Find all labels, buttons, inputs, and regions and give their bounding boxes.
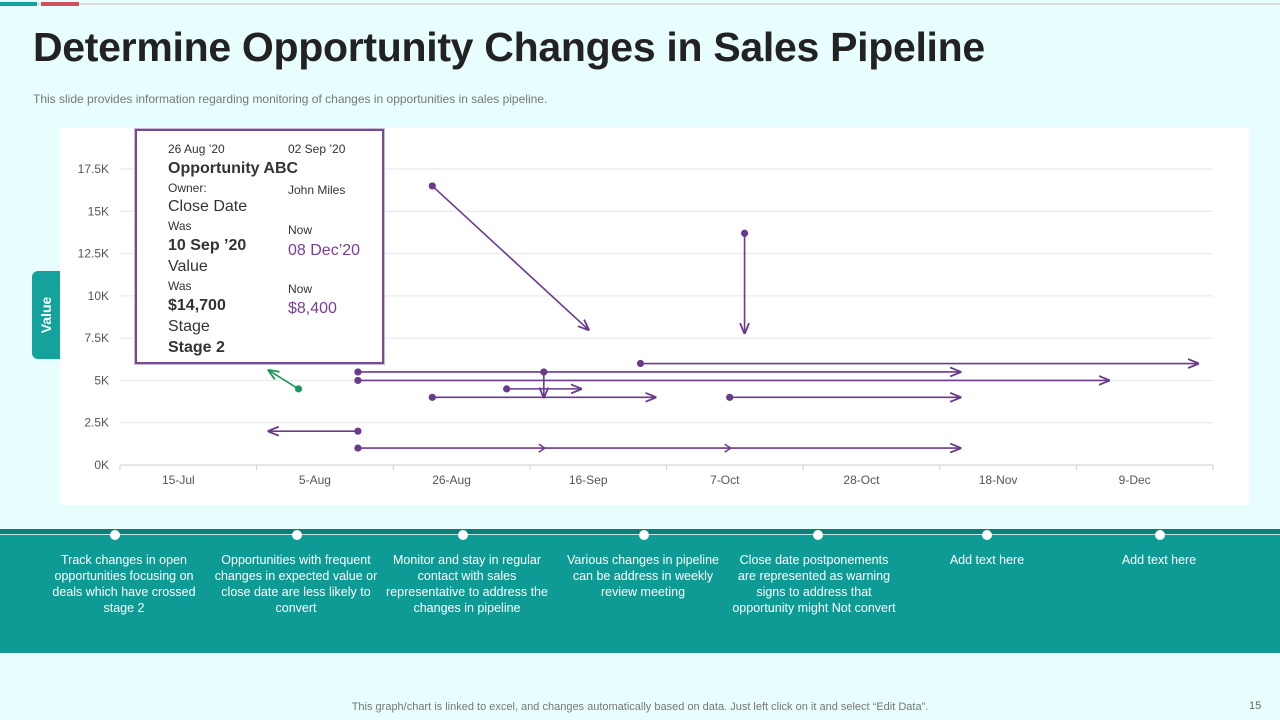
callout-value-was: $14,700 bbox=[168, 297, 226, 314]
callout-now-label-2: Now bbox=[288, 282, 313, 296]
opportunity-point bbox=[294, 385, 303, 393]
y-tick-label: 5K bbox=[94, 373, 109, 387]
x-tick-label: 18-Nov bbox=[979, 473, 1018, 487]
x-tick-label: 7-Oct bbox=[710, 473, 740, 487]
callout-was-label-2: Was bbox=[168, 279, 192, 293]
opportunity-point bbox=[503, 385, 511, 393]
opportunity-arrow bbox=[431, 185, 588, 330]
footer-note: This graph/chart is linked to excel, and… bbox=[351, 701, 929, 713]
y-tick-label: 0K bbox=[94, 458, 109, 472]
y-tick-label: 7.5K bbox=[84, 331, 109, 345]
opportunity-point bbox=[428, 182, 436, 190]
note-text: Close date postponements are represented… bbox=[732, 553, 896, 615]
y-tick-label: 17.5K bbox=[78, 162, 109, 176]
x-tick-label: 16-Sep bbox=[569, 473, 608, 487]
callout-now-label: Now bbox=[288, 223, 313, 237]
page-subtitle: This slide provides information regardin… bbox=[33, 92, 548, 106]
callout-opportunity-name: Opportunity ABC bbox=[168, 160, 299, 177]
timeline-dot bbox=[1155, 530, 1165, 540]
opportunity-arrow bbox=[269, 370, 299, 390]
callout-value-label: Value bbox=[168, 258, 208, 275]
opportunity-point bbox=[428, 393, 436, 401]
x-tick-label: 15-Jul bbox=[162, 473, 195, 487]
opportunity-point bbox=[740, 229, 749, 237]
callout-owner-value: John Miles bbox=[288, 183, 346, 197]
opportunity-point bbox=[354, 368, 362, 376]
accent-bar-red bbox=[41, 2, 79, 6]
opportunity-point bbox=[354, 427, 362, 435]
opportunity-point bbox=[354, 444, 362, 452]
callout-close-date-label: Close Date bbox=[168, 198, 248, 215]
x-tick-label: 26-Aug bbox=[432, 473, 471, 487]
callout-owner-label: Owner: bbox=[168, 181, 207, 195]
page-title: Determine Opportunity Changes in Sales P… bbox=[33, 24, 985, 70]
callout-date-was: 26 Aug ’20 bbox=[168, 142, 225, 156]
opportunity-point bbox=[354, 376, 362, 385]
y-tick-label: 15K bbox=[88, 204, 109, 218]
note-text: Track changes in open opportunities focu… bbox=[52, 553, 196, 615]
note-text: Add text here bbox=[1121, 553, 1197, 567]
x-tick-label: 5-Aug bbox=[299, 473, 331, 487]
y-tick-label: 2.5K bbox=[84, 416, 109, 430]
callout-value-now: $8,400 bbox=[288, 300, 337, 317]
callout-close-date-was: 10 Sep ’20 bbox=[168, 237, 247, 254]
callout-close-date-now: 08 Dec’20 bbox=[288, 242, 361, 259]
timeline-dot bbox=[813, 530, 823, 540]
callout-stage-label: Stage bbox=[168, 318, 210, 335]
note-text: Monitor and stay in regular contact with… bbox=[386, 553, 548, 615]
y-tick-label: 12.5K bbox=[78, 247, 109, 261]
callout-stage-value: Stage 2 bbox=[168, 339, 225, 356]
accent-bar-teal bbox=[0, 2, 37, 6]
page-number: 15 bbox=[1249, 700, 1262, 712]
mid-arrow-head bbox=[724, 443, 733, 453]
callout-date-now: 02 Sep ’20 bbox=[288, 142, 346, 156]
opportunity-point bbox=[540, 368, 548, 376]
x-tick-label: 28-Oct bbox=[843, 473, 880, 487]
top-rule bbox=[0, 3, 1280, 5]
callout-was-label: Was bbox=[168, 219, 192, 233]
opportunity-point bbox=[636, 359, 645, 368]
timeline-dot bbox=[639, 530, 649, 540]
note-text: Various changes in pipeline can be addre… bbox=[567, 553, 719, 599]
notes-band bbox=[0, 529, 1280, 653]
note-text: Opportunities with frequent changes in e… bbox=[214, 553, 378, 615]
opportunity-point bbox=[726, 393, 734, 401]
timeline-dot bbox=[110, 530, 120, 540]
mid-arrow-head bbox=[538, 443, 547, 453]
timeline-dot bbox=[458, 530, 468, 540]
opportunity-callout: 26 Aug ’20 02 Sep ’20 Opportunity ABC Ow… bbox=[135, 129, 384, 364]
y-tick-label: 10K bbox=[88, 289, 109, 303]
note-text: Add text here bbox=[949, 553, 1025, 567]
y-axis-tab: Value bbox=[32, 271, 60, 359]
x-tick-label: 9-Dec bbox=[1119, 473, 1151, 487]
timeline-dot bbox=[982, 530, 992, 540]
timeline-dot bbox=[292, 530, 302, 540]
